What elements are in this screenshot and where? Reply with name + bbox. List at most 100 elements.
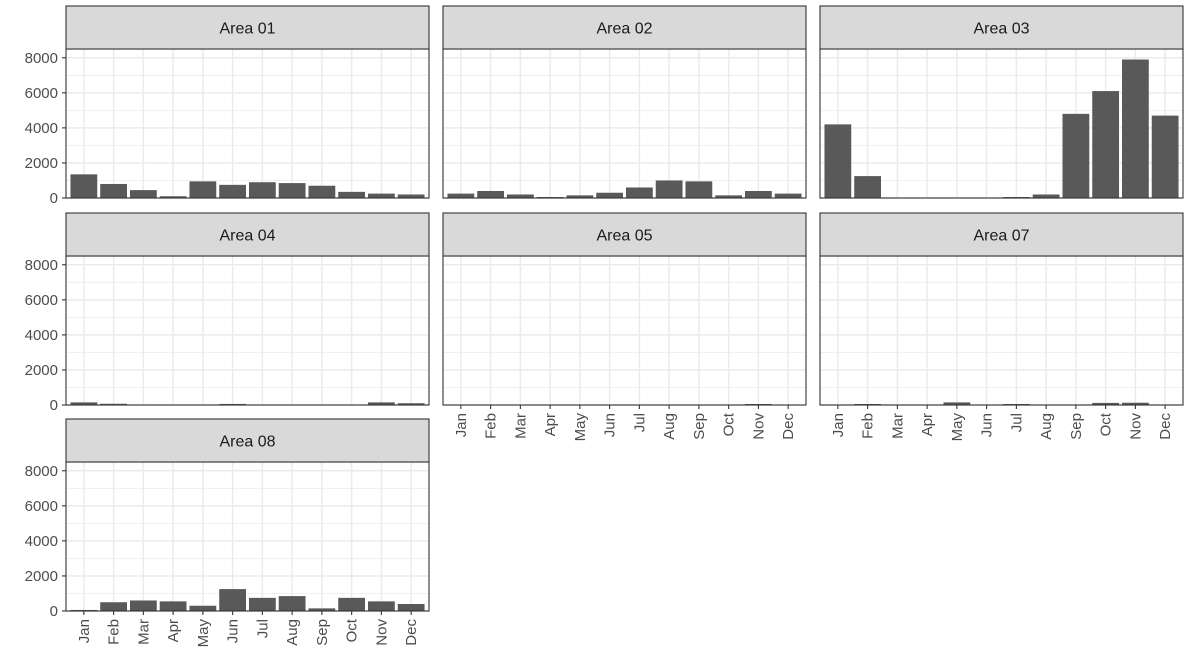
y-tick-label: 0: [50, 397, 58, 414]
bar-nov: [1122, 59, 1149, 199]
panel-area-04: Area 04 0 2000 4000 6000 8000: [25, 212, 430, 414]
y-tick-label: 0: [50, 603, 58, 620]
strip-label: Area 02: [596, 21, 652, 38]
x-tick-label: Mar: [512, 413, 529, 439]
x-tick-label: Jul: [631, 413, 648, 432]
x-tick-label: Jul: [1008, 413, 1025, 432]
y-tick-label: 8000: [25, 463, 58, 480]
strip-background: [819, 212, 1184, 257]
bar-oct: [338, 597, 366, 611]
bar-feb: [477, 190, 504, 198]
bar-jun: [219, 589, 247, 611]
bar-jul: [248, 182, 276, 198]
bar-sep: [685, 181, 713, 198]
bar-jan: [824, 124, 852, 198]
x-tick-label: Apr: [165, 619, 182, 642]
panel-area-07: Area 07 Jan Feb Mar Apr May Jun Jul Aug Sep Oct Nov…: [819, 212, 1184, 442]
bar-aug: [655, 180, 683, 198]
strip-label: Area 04: [219, 228, 275, 245]
x-tick-label: Jan: [453, 413, 470, 437]
bar-oct: [338, 191, 366, 198]
x-tick-label: Jan: [76, 619, 93, 643]
y-tick-label: 0: [50, 190, 58, 207]
x-tick-label: Dec: [403, 619, 420, 646]
bar-dec: [397, 194, 425, 198]
y-tick-label: 2000: [25, 568, 58, 585]
bar-may: [189, 605, 217, 611]
bar-feb: [100, 602, 127, 611]
strip-background: [442, 212, 807, 257]
bar-nov: [368, 402, 395, 405]
bar-mar: [506, 194, 534, 198]
strip-background: [65, 212, 430, 257]
strip-label: Area 01: [219, 21, 275, 38]
x-tick-label: Dec: [1157, 413, 1174, 440]
panel-area-05: Area 05 Jan Feb Mar Apr May Jun Jul Aug Sep Oct Nov…: [442, 212, 807, 442]
bar-aug: [278, 596, 306, 611]
x-tick-label: Dec: [780, 413, 797, 440]
bar-jul: [625, 187, 653, 198]
x-tick-label: Sep: [1068, 413, 1085, 440]
bar-mar: [129, 190, 157, 198]
bar-nov: [368, 601, 395, 611]
bar-dec: [397, 603, 425, 611]
x-tick-label: Mar: [889, 413, 906, 439]
x-tick-label: Jun: [602, 413, 619, 437]
strip-background: [442, 5, 807, 50]
strip-label: Area 08: [219, 434, 275, 451]
x-tick-label: May: [572, 413, 589, 442]
bar-dec: [774, 193, 802, 198]
x-tick-label: May: [949, 413, 966, 442]
bar-may: [189, 181, 217, 198]
x-tick-label: Mar: [135, 619, 152, 645]
bar-aug: [278, 183, 306, 198]
x-tick-label: Aug: [1038, 413, 1055, 440]
x-tick-label: Feb: [483, 413, 500, 439]
y-tick-label: 4000: [25, 327, 58, 344]
bar-oct: [1092, 91, 1120, 198]
x-tick-label: Nov: [373, 619, 390, 646]
bar-may: [943, 402, 971, 405]
bar-jun: [596, 192, 624, 198]
bar-oct: [1092, 402, 1120, 405]
bar-nov: [745, 190, 772, 198]
bar-mar: [129, 600, 157, 611]
bar-jul: [248, 597, 276, 611]
bar-jan: [70, 402, 98, 405]
x-tick-label: Oct: [1098, 412, 1115, 436]
strip-background: [819, 5, 1184, 50]
y-tick-label: 6000: [25, 85, 58, 102]
bar-may: [566, 195, 594, 198]
bar-dec: [1151, 115, 1179, 198]
panel-background: [443, 256, 806, 405]
bar-sep: [308, 608, 336, 611]
bar-aug: [1032, 194, 1060, 198]
y-tick-label: 8000: [25, 50, 58, 67]
x-tick-label: Nov: [1127, 413, 1144, 440]
x-tick-label: Jun: [225, 619, 242, 643]
strip-label: Area 03: [973, 21, 1029, 38]
x-tick-label: Jul: [254, 619, 271, 638]
x-tick-label: Feb: [106, 619, 123, 645]
y-tick-label: 2000: [25, 155, 58, 172]
x-tick-label: Feb: [860, 413, 877, 439]
y-tick-label: 4000: [25, 533, 58, 550]
x-tick-label: Oct: [721, 412, 738, 436]
bar-sep: [1062, 113, 1090, 198]
bar-feb: [100, 183, 127, 198]
panel-area-03: Area 03: [819, 5, 1184, 199]
panel-background: [66, 462, 429, 611]
bar-feb: [854, 176, 881, 198]
x-tick-label: Jan: [830, 413, 847, 437]
strip-label: Area 07: [973, 228, 1029, 245]
panel-background: [66, 49, 429, 198]
bar-sep: [308, 185, 336, 198]
strip-background: [65, 5, 430, 50]
bar-feb: [100, 403, 127, 405]
strip-background: [65, 418, 430, 463]
x-tick-label: May: [195, 619, 212, 648]
y-tick-label: 6000: [25, 292, 58, 309]
y-tick-label: 4000: [25, 120, 58, 137]
y-tick-label: 8000: [25, 257, 58, 274]
bar-apr: [159, 196, 187, 198]
